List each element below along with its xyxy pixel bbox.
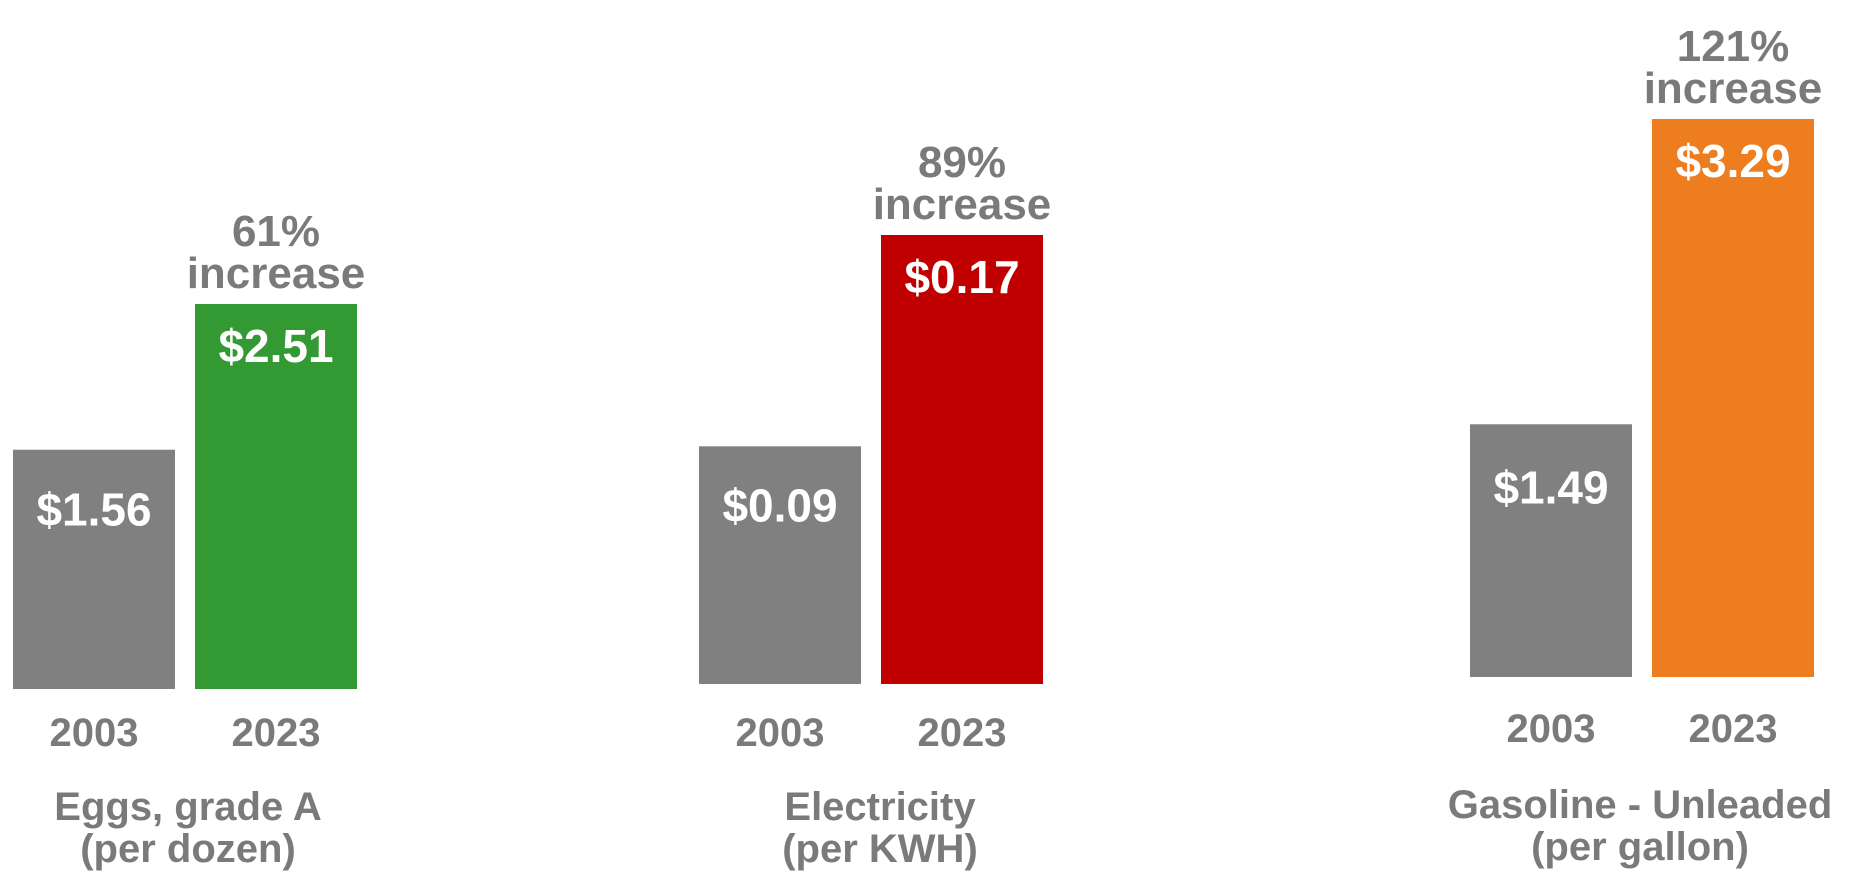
- increase-word: increase: [873, 180, 1052, 229]
- bar-value-label: $3.29: [1675, 135, 1790, 187]
- x-tick-label: 2003: [50, 711, 139, 755]
- bar-2023: [195, 304, 357, 689]
- x-tick-label: 2023: [232, 711, 321, 755]
- chart-title: Electricity: [784, 785, 976, 829]
- bar-2003: [1470, 424, 1632, 677]
- increase-percent: 89%: [918, 138, 1006, 187]
- bar-value-label: $0.09: [722, 480, 837, 532]
- bar-value-label: $1.56: [36, 484, 151, 536]
- bar-2023: [1652, 119, 1814, 677]
- x-tick-label: 2023: [918, 711, 1007, 755]
- bar-2023: [881, 235, 1043, 684]
- chart-title: Gasoline - Unleaded: [1448, 783, 1833, 827]
- increase-percent: 61%: [232, 207, 320, 256]
- chart-subtitle: (per dozen): [80, 827, 296, 871]
- increase-percent: 121%: [1677, 22, 1790, 71]
- chart-subtitle: (per gallon): [1531, 825, 1749, 869]
- increase-word: increase: [1644, 64, 1823, 113]
- x-tick-label: 2023: [1689, 707, 1778, 751]
- bar-2003: [13, 449, 175, 689]
- increase-word: increase: [187, 249, 366, 298]
- x-tick-label: 2003: [1507, 707, 1596, 751]
- bar-value-label: $1.49: [1493, 461, 1608, 513]
- bar-value-label: $2.51: [218, 320, 333, 372]
- chart-subtitle: (per KWH): [782, 827, 978, 871]
- chart-title: Eggs, grade A: [54, 785, 321, 829]
- x-tick-label: 2003: [736, 711, 825, 755]
- bar-value-label: $0.17: [904, 251, 1019, 303]
- bar-2003: [699, 446, 861, 684]
